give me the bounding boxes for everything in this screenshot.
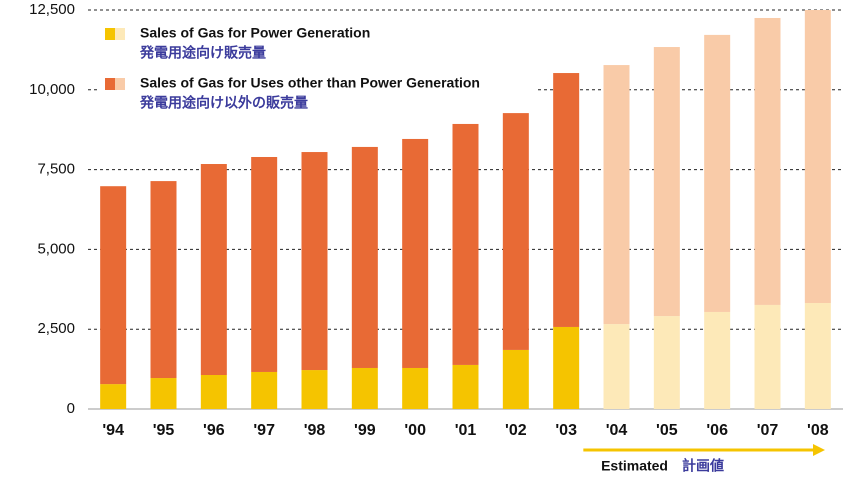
bar-segment: [200, 164, 227, 376]
y-tick-label: 10,000: [29, 81, 75, 98]
bar-segment: [100, 384, 127, 409]
x-tick-label: '02: [505, 422, 527, 439]
x-tick-label: '00: [404, 422, 426, 439]
legend-box: [98, 18, 538, 122]
bar-segment: [251, 156, 278, 372]
y-tick-label: 7,500: [37, 161, 75, 178]
bar-segment: [351, 367, 378, 409]
x-tick-label: '96: [203, 422, 225, 439]
y-tick-label: 2,500: [37, 320, 75, 337]
bar-segment: [603, 324, 630, 409]
legend-label-ja: 発電用途向け以外の販売量: [139, 95, 308, 111]
x-tick-label: '97: [253, 422, 275, 439]
legend-swatch: [105, 78, 115, 90]
bar-segment: [804, 10, 831, 304]
legend-label: Sales of Gas for Power Generation: [140, 25, 370, 41]
y-tick-label: 12,500: [29, 1, 75, 18]
x-tick-label: '03: [555, 422, 577, 439]
bar-segment: [200, 375, 227, 409]
bar-segment: [301, 370, 328, 409]
bar-segment: [150, 378, 177, 409]
bar-segment: [502, 113, 529, 350]
x-tick-label: '08: [807, 422, 829, 439]
x-tick-label: '06: [706, 422, 728, 439]
bar-segment: [553, 326, 580, 409]
x-tick-label: '07: [757, 422, 779, 439]
x-tick-label: '95: [153, 422, 175, 439]
bar-segment: [704, 34, 731, 312]
bar-segment: [553, 73, 580, 327]
bar-segment: [754, 17, 781, 305]
x-tick-label: '94: [102, 422, 124, 439]
bar-segment: [653, 316, 680, 409]
legend-swatch: [115, 28, 125, 40]
legend-swatch: [105, 28, 115, 40]
bar-segment: [452, 364, 479, 409]
bar-segment: [301, 152, 328, 371]
bar-segment: [402, 367, 429, 409]
bar-segment: [351, 146, 378, 368]
bar-segment: [100, 186, 127, 385]
y-tick-label: 0: [67, 400, 75, 417]
x-tick-label: '99: [354, 422, 376, 439]
bar-segment: [704, 311, 731, 409]
y-tick-label: 5,000: [37, 240, 75, 257]
bar-segment: [603, 65, 630, 325]
x-tick-label: '05: [656, 422, 678, 439]
bar-segment: [804, 303, 831, 409]
bar-segment: [452, 123, 479, 365]
bar-segment: [150, 181, 177, 379]
x-tick-label: '04: [606, 422, 628, 439]
legend-label-ja: 発電用途向け販売量: [139, 45, 266, 61]
estimate-label-ja: 計画値: [682, 458, 724, 474]
bar-segment: [251, 371, 278, 409]
bar-segment: [502, 349, 529, 409]
x-tick-label: '01: [455, 422, 477, 439]
x-tick-label: '98: [304, 422, 326, 439]
legend-swatch: [115, 78, 125, 90]
estimate-label: Estimated: [601, 458, 668, 474]
estimate-arrow-head: [813, 444, 825, 456]
bar-segment: [754, 304, 781, 409]
bar-segment: [653, 47, 680, 317]
bar-segment: [402, 138, 429, 368]
legend-label: Sales of Gas for Uses other than Power G…: [140, 75, 480, 91]
